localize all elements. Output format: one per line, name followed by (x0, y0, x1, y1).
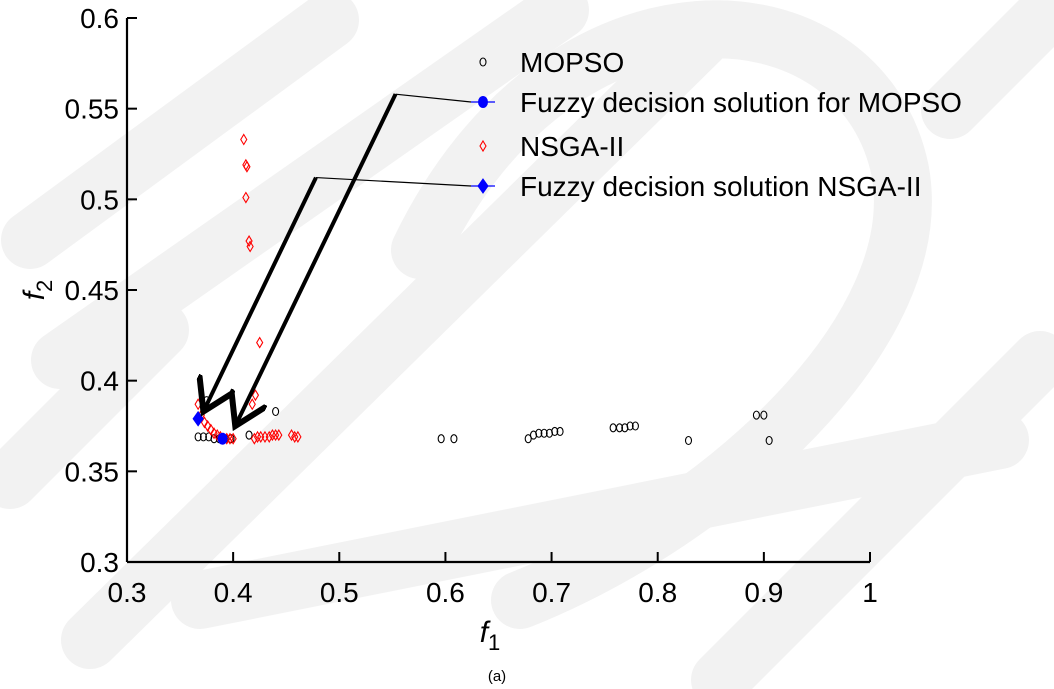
annotation-layer (203, 93, 472, 426)
y-tick-label: 0.3 (80, 547, 119, 578)
data-point (200, 416, 209, 429)
data-point (253, 430, 262, 443)
legend-entry-nsga-ii: NSGA-II (479, 131, 624, 162)
data-point (291, 430, 299, 443)
legend: MOPSO Fuzzy decision solution for MOPSO NS… (471, 47, 962, 202)
data-point (245, 430, 253, 440)
data-point (245, 234, 253, 248)
legend-marker (479, 57, 487, 67)
pointer-annotation (203, 176, 472, 412)
arrow-icon (203, 176, 318, 412)
leader-line (315, 176, 472, 187)
data-point (450, 434, 458, 444)
pointer-annotation (235, 93, 472, 426)
data-point (272, 406, 280, 417)
data-point (250, 432, 259, 445)
legend-label: Fuzzy decision solution NSGA-II (520, 171, 922, 202)
data-point (626, 421, 634, 431)
data-point (226, 432, 234, 445)
legend-label: Fuzzy decision solution for MOPSO (520, 87, 962, 118)
data-point (207, 423, 215, 436)
data-point (242, 191, 250, 204)
data-point (246, 240, 254, 253)
data-point (242, 158, 250, 171)
x-tick-label: 1 (862, 577, 878, 608)
legend-entry-mopso: MOPSO (479, 47, 624, 78)
x-tick-label: 0.6 (426, 577, 465, 608)
data-point (535, 428, 543, 438)
x-tick-label: 0.7 (532, 577, 571, 608)
axes-layer: 0.3 0.4 0.5 0.6 0.7 0.8 0.9 1 0.3 0.35 0.4 0.45 0.5 0… (18, 3, 878, 655)
data-point (609, 423, 617, 433)
x-tick-label: 0.8 (638, 577, 677, 608)
y-tick-label: 0.4 (80, 366, 119, 397)
legend-entry-fuzzy-decision-solution-for-mopso: Fuzzy decision solution for MOPSO (471, 87, 962, 118)
watermark-stroke (61, 11, 729, 669)
data-point (194, 398, 202, 411)
legend-marker (478, 96, 488, 108)
watermark-stroke (171, 411, 1029, 629)
arrow-icon (235, 93, 398, 426)
x-tick-label: 0.3 (108, 577, 147, 608)
x-tick-label: 0.4 (214, 577, 253, 608)
caption-layer: (a) (488, 668, 506, 685)
data-point (217, 432, 228, 445)
data-point (229, 432, 237, 445)
y-tick-label: 0.55 (65, 94, 120, 125)
legend-marker (477, 178, 489, 194)
data-point (540, 428, 548, 438)
y-tick-label: 0.35 (65, 456, 120, 487)
data-point (615, 423, 624, 433)
series-fuzzy-decision-solution-for-mopso (217, 432, 228, 445)
y-tick-label: 0.5 (80, 184, 119, 215)
legend-marker (479, 139, 487, 153)
watermark-stroke (1, 0, 359, 269)
data-point (275, 428, 283, 442)
watermark-stroke (0, 301, 189, 509)
data-point (551, 426, 559, 436)
data-point (760, 410, 768, 420)
data-point (194, 432, 202, 442)
data-point (240, 133, 248, 146)
data-point (268, 428, 277, 442)
y-axis-label: f2 (18, 280, 57, 301)
data-point (437, 434, 445, 444)
data-point (556, 426, 564, 436)
y-tick-label: 0.6 (80, 3, 119, 34)
legend-entry-fuzzy-decision-solution-nsga-ii: Fuzzy decision solution NSGA-II (471, 171, 922, 202)
data-point (265, 430, 273, 443)
watermark-stroke (921, 0, 1054, 139)
watermark-stroke (31, 0, 589, 389)
data-point (631, 421, 639, 431)
data-point (684, 435, 693, 446)
data-point (204, 419, 212, 433)
legend-label: NSGA-II (520, 131, 624, 162)
x-axis-label: f1 (480, 616, 501, 655)
x-tick-label: 0.9 (744, 577, 783, 608)
data-point (271, 428, 280, 442)
data-point (248, 398, 256, 411)
leader-line (395, 93, 472, 103)
data-point (243, 160, 251, 173)
legend-label: MOPSO (520, 47, 624, 78)
data-point (199, 432, 207, 442)
data-point (765, 435, 773, 446)
y-tick-label: 0.45 (65, 275, 120, 306)
data-point (294, 430, 302, 443)
x-tick-label: 0.5 (320, 577, 359, 608)
data-point (752, 410, 760, 420)
figure-caption: (a) (488, 668, 506, 685)
data-point (256, 336, 264, 349)
